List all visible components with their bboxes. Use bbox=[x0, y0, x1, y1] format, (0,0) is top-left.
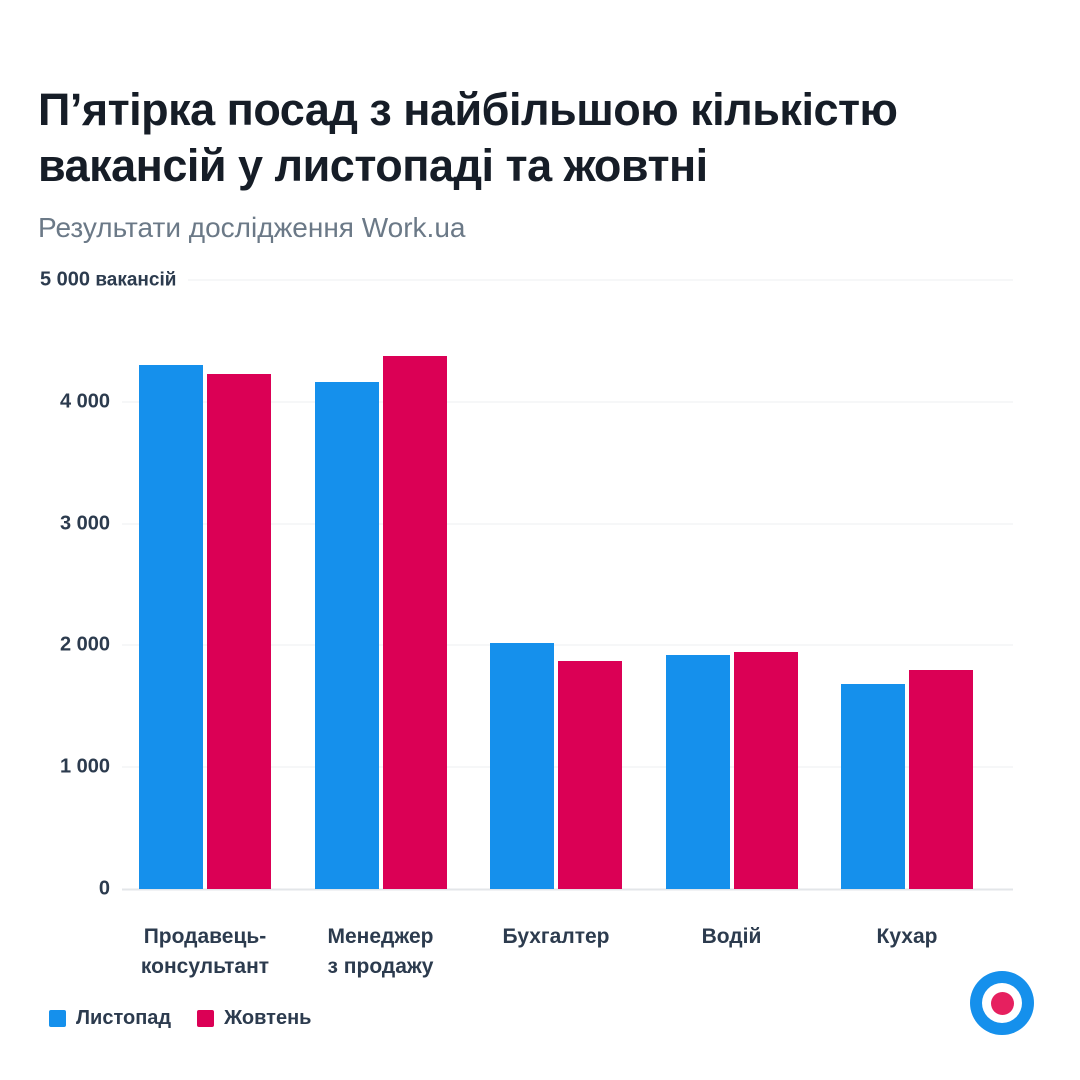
x-axis-line bbox=[122, 888, 1013, 890]
work-ua-logo-icon bbox=[970, 971, 1034, 1035]
bar-Жовтень-Бухгалтер bbox=[558, 661, 622, 889]
x-axis-label-Менеджер з продажу: Менеджер з продажу bbox=[327, 925, 434, 978]
y-tick-label: 3 000 bbox=[59, 512, 110, 535]
y-tick-label: 1 000 bbox=[59, 755, 110, 778]
grid-row-4000: 4 000 bbox=[40, 390, 1013, 413]
legend-item-october: Жовтень bbox=[197, 1007, 311, 1030]
logo-white-ring bbox=[982, 983, 1022, 1023]
grid-row-0: 0 bbox=[40, 878, 1013, 901]
grid-row-2000: 2 000 bbox=[40, 634, 1013, 657]
legend-label-october: Жовтень bbox=[224, 1007, 312, 1029]
x-axis-label-Водій: Водій bbox=[701, 925, 762, 948]
legend-item-november: Листопад bbox=[49, 1007, 171, 1030]
gridline bbox=[122, 523, 1013, 525]
bar-Жовтень-Продавець-консультант bbox=[207, 373, 271, 889]
y-tick-label: 4 000 bbox=[59, 390, 110, 413]
page-title: П’ятірка посад з найбільшою кількістю ва… bbox=[38, 82, 1018, 194]
grid-row-3000: 3 000 bbox=[40, 512, 1013, 535]
bar-Листопад-Бухгалтер bbox=[490, 642, 554, 889]
chart-legend: Листопад Жовтень bbox=[49, 1007, 311, 1030]
page-title-line-2: вакансій у листопаді та жовтні bbox=[38, 140, 708, 192]
bar-Листопад-Кухар bbox=[841, 684, 905, 889]
grid-row-5000: 5 000 вакансій bbox=[40, 269, 1013, 292]
gridline bbox=[122, 644, 1013, 646]
gridline bbox=[122, 401, 1013, 403]
y-tick-label: 2 000 bbox=[59, 633, 110, 656]
bar-Листопад-Менеджер з продажу bbox=[314, 382, 379, 889]
y-tick-label: 5 000 вакансій bbox=[40, 268, 177, 291]
page-title-line-1: П’ятірка посад з найбільшою кількістю bbox=[38, 84, 898, 136]
x-axis-label-Бухгалтер: Бухгалтер bbox=[502, 925, 610, 948]
bar-chart: 5 000 вакансій 4 000 3 000 2 000 1 000 0 Прода… bbox=[40, 269, 1013, 978]
november-swatch bbox=[49, 1010, 66, 1027]
page-subtitle: Результати дослідження Work.ua bbox=[38, 212, 466, 243]
october-swatch bbox=[197, 1010, 215, 1027]
x-axis-label-Кухар: Кухар bbox=[876, 925, 938, 948]
bar-Жовтень-Менеджер з продажу bbox=[382, 355, 447, 889]
legend-label-november: Листопад bbox=[76, 1007, 172, 1029]
bar-Жовтень-Водій bbox=[733, 651, 798, 889]
bar-Листопад-Водій bbox=[665, 655, 730, 889]
bar-Жовтень-Кухар bbox=[909, 669, 973, 889]
x-axis-label-Продавець-консультант: Продавець-консультант bbox=[140, 925, 270, 978]
logo-center-dot bbox=[990, 991, 1014, 1015]
bar-Листопад-Продавець-консультант bbox=[139, 365, 203, 889]
y-axis-unit: вакансій bbox=[90, 269, 177, 291]
y-tick-label: 0 bbox=[98, 877, 110, 900]
gridline bbox=[188, 279, 1013, 281]
